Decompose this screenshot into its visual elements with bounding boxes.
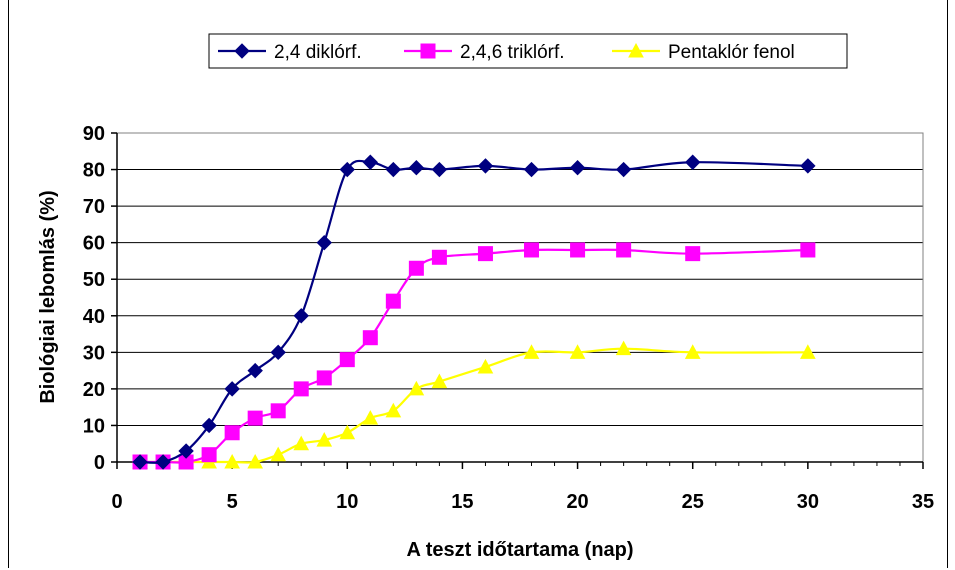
legend-marker xyxy=(420,43,436,59)
data-point xyxy=(523,344,540,359)
series xyxy=(132,154,816,470)
legend-marker xyxy=(628,42,644,58)
data-point xyxy=(293,435,310,451)
data-point xyxy=(477,246,493,262)
data-point xyxy=(616,242,632,258)
data-point xyxy=(800,344,816,359)
x-tick-label: 25 xyxy=(682,491,704,513)
legend-label: 2,4,6 triklórf. xyxy=(460,42,565,63)
data-point xyxy=(293,308,309,324)
legend-label: 2,4 diklórf. xyxy=(274,42,362,63)
legend-item: Pentaklór fenol xyxy=(612,42,795,63)
x-tick-label: 30 xyxy=(797,491,819,513)
data-point xyxy=(362,410,379,425)
data-point xyxy=(523,161,540,178)
x-tick-label: 20 xyxy=(566,491,588,513)
data-point xyxy=(408,260,424,276)
data-point xyxy=(685,154,701,170)
legend-item: 2,4 diklórf. xyxy=(218,42,362,63)
data-point xyxy=(569,160,586,176)
data-point xyxy=(362,330,378,346)
data-point xyxy=(570,242,586,258)
data-point xyxy=(316,234,332,251)
x-tick-label: 35 xyxy=(912,491,934,513)
data-point xyxy=(224,381,240,397)
data-point xyxy=(270,403,286,419)
data-point xyxy=(431,373,448,389)
data-point xyxy=(224,453,240,469)
legend-items: 2,4 diklórf. 2,4,6 triklórf. Pentaklór fen… xyxy=(218,42,795,63)
legend-marker xyxy=(234,43,250,59)
data-point xyxy=(224,425,240,441)
x-tick-label: 5 xyxy=(227,491,238,513)
data-point xyxy=(201,447,217,463)
y-axis-title: Biológiai lebomlás (%) xyxy=(37,190,59,403)
data-point xyxy=(270,344,286,361)
legend-box xyxy=(208,33,848,69)
data-point xyxy=(685,246,701,262)
grid-lines xyxy=(117,132,923,426)
data-point xyxy=(178,443,194,459)
x-tick-label: 0 xyxy=(111,491,122,513)
data-point xyxy=(524,242,540,258)
data-point xyxy=(431,249,447,265)
data-point xyxy=(408,380,425,396)
y-tick-label: 70 xyxy=(83,196,105,218)
axes xyxy=(111,132,924,469)
y-tick-label: 30 xyxy=(83,342,105,364)
data-point xyxy=(477,158,494,174)
tick-labels: 0 10 20 30 40 50 60 70 80 90 0 5 10 15 20 25 30 35 xyxy=(83,123,934,513)
series-line xyxy=(140,347,808,464)
data-point xyxy=(270,446,287,462)
data-point xyxy=(247,453,264,469)
y-tick-label: 80 xyxy=(83,160,105,182)
data-point xyxy=(800,158,816,174)
y-tick-label: 40 xyxy=(83,306,105,328)
data-point xyxy=(339,161,355,178)
data-point xyxy=(477,358,494,374)
data-point xyxy=(201,417,217,434)
data-point xyxy=(615,340,632,356)
series-line xyxy=(140,248,808,464)
data-point xyxy=(247,410,263,426)
data-point xyxy=(362,154,379,170)
x-axis-title: A teszt időtartama (nap) xyxy=(406,539,633,561)
data-point xyxy=(316,370,332,386)
y-tick-label: 60 xyxy=(83,233,105,255)
data-point xyxy=(247,362,263,379)
data-point xyxy=(569,344,586,359)
legend-label: Pentaklór fenol xyxy=(668,42,795,63)
legend-item: 2,4,6 triklórf. xyxy=(404,42,565,63)
y-tick-label: 20 xyxy=(83,379,105,401)
data-point xyxy=(800,242,816,258)
series-1 xyxy=(132,154,816,470)
y-tick-label: 10 xyxy=(83,415,105,437)
data-point xyxy=(316,432,333,447)
data-point xyxy=(385,402,402,418)
data-point xyxy=(615,161,632,178)
plot-area xyxy=(116,132,924,463)
data-point xyxy=(408,160,425,176)
data-point xyxy=(339,424,356,440)
chart-frame xyxy=(8,0,948,568)
data-point xyxy=(339,352,355,368)
y-tick-label: 90 xyxy=(83,123,105,145)
x-tick-label: 10 xyxy=(336,491,358,513)
series-2 xyxy=(132,242,816,470)
series-3 xyxy=(132,340,816,469)
data-point xyxy=(684,344,701,359)
data-point xyxy=(293,381,309,397)
data-point xyxy=(385,293,401,309)
data-point xyxy=(132,454,148,470)
data-point xyxy=(155,454,171,470)
x-tick-label: 15 xyxy=(451,491,473,513)
data-point xyxy=(385,161,402,178)
y-tick-label: 0 xyxy=(94,452,105,474)
y-tick-label: 50 xyxy=(83,269,105,291)
legend: 2,4 diklórf. 2,4,6 triklórf. Pentaklór fen… xyxy=(208,33,848,69)
data-point xyxy=(431,161,448,178)
